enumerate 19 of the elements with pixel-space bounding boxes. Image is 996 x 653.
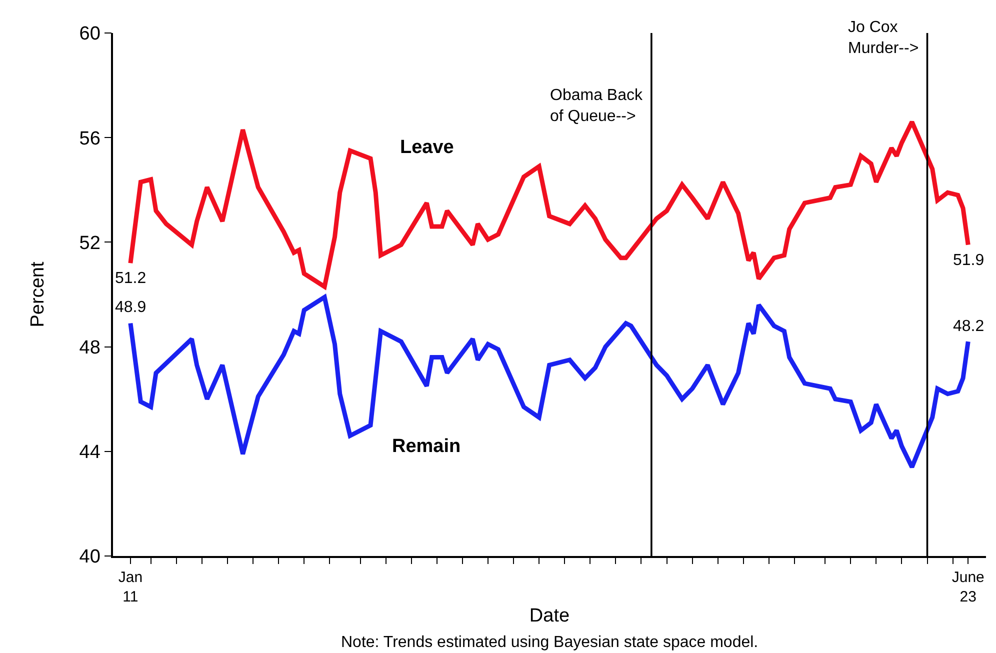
y-tick-label: 56	[79, 128, 100, 150]
series-label: Remain	[392, 436, 461, 457]
data-label: 48.2	[953, 318, 984, 335]
text: Note: Trends estimated using Bayesian state space model.	[341, 634, 758, 651]
y-tick-label: 44	[79, 442, 101, 464]
y-axis-title: Percent	[28, 261, 49, 328]
ref-line-label: Jo Cox Murder-->	[848, 19, 919, 57]
x-axis-title: Date	[529, 606, 570, 627]
data-label: 48.9	[115, 299, 146, 316]
series-label: Leave	[400, 137, 454, 158]
x-tick-label: Jan 11	[118, 568, 143, 606]
y-tick-label: 48	[79, 337, 100, 358]
y-tick-label: 60	[79, 24, 100, 45]
y-tick-label: 40	[79, 546, 100, 568]
data-label: 51.9	[953, 252, 984, 269]
y-tick-label: 52	[79, 232, 100, 254]
data-label: 51.2	[115, 270, 146, 287]
x-tick-label: June 23	[952, 568, 984, 606]
ref-line-label: Obama Back of Queue-->	[550, 87, 644, 125]
